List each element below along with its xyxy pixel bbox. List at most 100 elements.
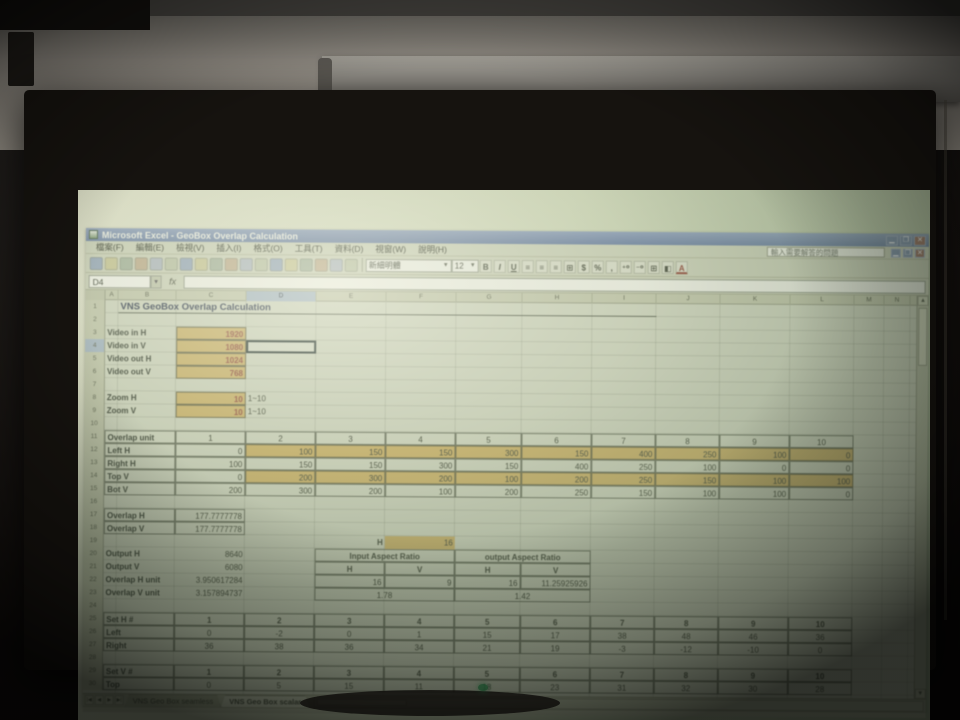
menu-item-3[interactable]: 檢視(V) — [176, 242, 205, 253]
sheet-tab-1[interactable]: VNS Geo Box seamless — [125, 694, 222, 707]
cell-K29[interactable]: 9 — [717, 668, 788, 682]
cell-D30[interactable]: 5 — [243, 678, 314, 692]
cell-J12[interactable]: 250 — [655, 446, 720, 461]
cell-I29[interactable]: 7 — [589, 667, 654, 681]
cell-C23[interactable]: 3.157894737 — [195, 588, 243, 599]
row-header-2[interactable]: 2 — [85, 312, 106, 327]
merge-center-icon[interactable]: ⊞ — [563, 259, 576, 273]
menu-item-7[interactable]: 資料(D) — [334, 243, 364, 254]
help-icon[interactable] — [344, 258, 358, 272]
row-header-23[interactable]: 23 — [83, 585, 104, 600]
cell-A3[interactable]: Video in H — [107, 328, 147, 338]
cell-H12[interactable]: 150 — [521, 446, 592, 460]
cell-I26[interactable]: 38 — [590, 628, 655, 642]
row-header-26[interactable]: 26 — [83, 624, 104, 639]
cell-J29[interactable]: 8 — [653, 667, 718, 682]
cell-K30[interactable]: 30 — [717, 681, 788, 695]
cell-G15[interactable]: 200 — [455, 484, 522, 499]
cell-J30[interactable]: 32 — [653, 680, 718, 695]
cell-G29[interactable]: 5 — [453, 666, 520, 681]
cell-D8[interactable]: 1~10 — [247, 394, 266, 404]
cell-L13[interactable]: 0 — [789, 460, 854, 475]
cell-D9[interactable]: 1~10 — [247, 407, 266, 417]
row-header-14[interactable]: 14 — [84, 468, 105, 483]
research-icon[interactable] — [179, 257, 193, 271]
row-header-4[interactable]: 4 — [85, 338, 106, 353]
cell-A18[interactable]: Overlap V — [103, 521, 175, 535]
cell-C8[interactable]: 10 — [175, 391, 246, 406]
row-header-22[interactable]: 22 — [83, 572, 104, 587]
cell-D14[interactable]: 200 — [245, 470, 316, 484]
cell-L26[interactable]: 36 — [788, 629, 853, 644]
align-right-icon[interactable]: ≡ — [549, 259, 562, 273]
column-header-G[interactable]: G — [456, 292, 523, 304]
cell-C18[interactable]: 177.7777778 — [174, 521, 245, 536]
cell-E27[interactable]: 36 — [314, 639, 385, 654]
percent-icon[interactable]: % — [591, 260, 604, 274]
paste-icon[interactable] — [224, 257, 238, 271]
cell-A20[interactable]: Output H — [105, 549, 140, 559]
cell-J27[interactable]: -12 — [654, 641, 719, 656]
column-header-K[interactable]: K — [720, 294, 791, 305]
cell-I13[interactable]: 250 — [591, 459, 656, 473]
cell-G11[interactable]: 5 — [455, 432, 522, 447]
cell-K14[interactable]: 100 — [719, 473, 790, 487]
cell-K12[interactable]: 100 — [719, 447, 790, 461]
row-header-5[interactable]: 5 — [85, 351, 106, 366]
cell-I11[interactable]: 7 — [591, 433, 656, 447]
borders-icon[interactable]: ⊞ — [647, 260, 660, 274]
cell-F27[interactable]: 34 — [384, 640, 455, 654]
cell-A6[interactable]: Video out V — [106, 367, 151, 377]
chart-icon[interactable] — [329, 258, 343, 272]
row-header-25[interactable]: 25 — [83, 611, 104, 626]
font-name-select[interactable]: 新細明體 ▼ — [365, 258, 452, 273]
cut-icon[interactable] — [194, 257, 208, 271]
menu-item-4[interactable]: 插入(I) — [216, 242, 242, 254]
cell-K15[interactable]: 100 — [719, 486, 790, 500]
row-header-19[interactable]: 19 — [83, 533, 104, 548]
first-sheet-icon[interactable]: |◀ — [84, 695, 94, 706]
cell-C6[interactable]: 768 — [175, 365, 247, 380]
cell-E30[interactable]: 15 — [313, 678, 384, 693]
cell-A11[interactable]: Overlap unit — [104, 430, 176, 444]
cell-J26[interactable]: 48 — [654, 628, 719, 643]
cell-F14[interactable]: 200 — [385, 471, 456, 485]
column-header-J[interactable]: J — [656, 293, 721, 305]
menu-item-1[interactable]: 檔案(F) — [95, 242, 124, 253]
cell-L27[interactable]: 0 — [788, 642, 853, 657]
cell-C12[interactable]: 0 — [175, 443, 246, 458]
cell-I14[interactable]: 250 — [591, 472, 656, 486]
cell-G27[interactable]: 21 — [454, 640, 521, 655]
cell-F12[interactable]: 150 — [385, 445, 456, 459]
cell-L30[interactable]: 28 — [787, 681, 852, 696]
currency-icon[interactable]: $ — [577, 259, 590, 274]
column-header-H[interactable]: H — [522, 293, 593, 304]
cell-C9[interactable]: 10 — [175, 404, 246, 419]
italic-icon[interactable]: I — [493, 259, 506, 273]
cell-J25[interactable]: 8 — [654, 615, 719, 630]
cell-A14[interactable]: Top V — [104, 469, 176, 483]
comma-icon[interactable]: , — [605, 260, 618, 274]
new-icon[interactable] — [89, 256, 103, 270]
menu-item-8[interactable]: 視窗(W) — [375, 244, 407, 255]
workbook-restore-button[interactable]: ❐ — [902, 248, 913, 258]
print-icon[interactable] — [134, 256, 148, 270]
row-header-3[interactable]: 3 — [85, 325, 106, 340]
cell-C3[interactable]: 1920 — [176, 326, 247, 341]
insert-function-icon[interactable]: fx — [169, 276, 177, 287]
sort-ascending-icon[interactable] — [314, 258, 328, 272]
workbook-close-button[interactable]: ✕ — [914, 248, 925, 258]
align-center-icon[interactable]: ≡ — [535, 259, 548, 273]
cell-C29[interactable]: 1 — [173, 664, 244, 679]
cell-D25[interactable]: 2 — [244, 613, 315, 627]
cell-D15[interactable]: 300 — [245, 483, 316, 497]
row-header-21[interactable]: 21 — [83, 559, 104, 574]
row-header-29[interactable]: 29 — [82, 663, 103, 678]
cell-A5[interactable]: Video out H — [107, 354, 152, 364]
cell-E11[interactable]: 3 — [315, 431, 386, 446]
cell-E20[interactable]: Input Aspect Ratio — [314, 548, 455, 563]
fill-color-icon[interactable]: ◧ — [661, 260, 674, 274]
restore-button[interactable]: ❐ — [899, 235, 912, 246]
cell-D11[interactable]: 2 — [245, 431, 316, 445]
cell-H26[interactable]: 17 — [520, 628, 591, 642]
